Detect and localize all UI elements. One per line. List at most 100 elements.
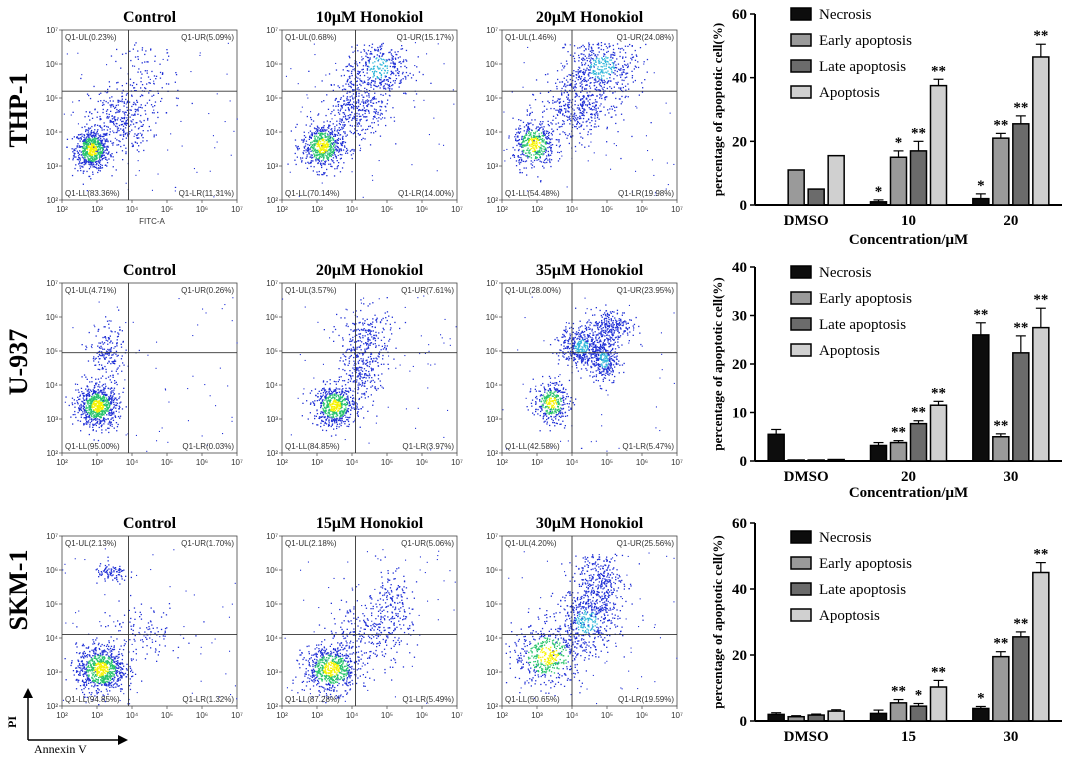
flow-dot bbox=[373, 97, 375, 100]
flow-dot bbox=[72, 159, 74, 161]
flow-dot bbox=[135, 141, 137, 144]
flow-dot bbox=[550, 159, 553, 161]
flow-dot bbox=[108, 406, 111, 408]
flow-dot bbox=[318, 159, 320, 161]
flow-dot bbox=[82, 166, 84, 168]
flow-dot bbox=[366, 88, 368, 91]
flow-dot bbox=[89, 149, 92, 151]
flow-dot bbox=[92, 423, 94, 425]
flow-dot bbox=[85, 129, 87, 131]
flow-dot bbox=[602, 62, 604, 65]
flow-dot bbox=[90, 134, 92, 136]
flow-dot bbox=[589, 65, 592, 67]
flow-dot bbox=[547, 132, 550, 135]
flow-dot bbox=[93, 418, 95, 420]
flow-dot bbox=[139, 95, 142, 98]
flow-dot bbox=[327, 127, 329, 129]
flow-dot bbox=[99, 145, 101, 148]
flow-dot bbox=[123, 132, 125, 134]
flow-dot bbox=[589, 108, 591, 110]
flow-dot bbox=[314, 54, 316, 56]
flow-dot bbox=[89, 138, 91, 141]
flow-dot bbox=[147, 117, 149, 120]
flow-dot bbox=[101, 341, 103, 343]
flow-dot bbox=[611, 72, 613, 74]
flow-dot bbox=[101, 432, 103, 434]
flow-dot bbox=[398, 86, 400, 88]
flow-dot bbox=[222, 433, 224, 435]
flow-dot bbox=[567, 107, 570, 109]
flow-dot bbox=[574, 84, 576, 86]
flow-dot bbox=[583, 78, 585, 81]
flow-dot bbox=[386, 83, 388, 85]
flow-dot bbox=[96, 111, 99, 113]
flow-dot bbox=[92, 426, 94, 428]
flow-dot bbox=[605, 67, 607, 70]
flow-dot bbox=[545, 141, 547, 143]
flow-dot bbox=[548, 141, 551, 143]
flow-dot bbox=[566, 115, 568, 118]
flow-dot bbox=[96, 409, 98, 411]
flow-dot bbox=[95, 155, 97, 158]
flow-dot bbox=[361, 69, 363, 71]
flow-dot bbox=[89, 148, 91, 150]
flow-dot bbox=[134, 113, 136, 115]
flow-dot bbox=[100, 163, 102, 166]
flow-dot bbox=[77, 396, 79, 398]
flow-dot bbox=[135, 434, 137, 436]
flow-dot bbox=[90, 152, 92, 154]
flow-dot bbox=[322, 129, 324, 131]
flow-dot bbox=[579, 103, 582, 105]
flow-dot bbox=[326, 175, 328, 177]
flow-dot bbox=[123, 364, 125, 366]
flow-dot bbox=[117, 335, 119, 337]
flow-dot bbox=[366, 116, 368, 118]
flow-dot bbox=[91, 140, 93, 142]
flow-dot bbox=[606, 77, 608, 80]
flow-dot bbox=[327, 146, 329, 148]
flow-dot bbox=[108, 443, 110, 445]
flow-dot bbox=[103, 122, 105, 124]
flow-dot bbox=[613, 86, 615, 88]
flow-dot bbox=[443, 63, 445, 65]
flow-dot bbox=[528, 114, 531, 116]
flow-dot bbox=[125, 147, 127, 149]
flow-dot bbox=[99, 354, 101, 357]
flow-dot bbox=[98, 139, 100, 141]
flow-dot bbox=[140, 142, 142, 144]
flow-dot bbox=[329, 155, 331, 157]
flow-dot bbox=[337, 109, 339, 111]
flow-dot bbox=[332, 152, 335, 154]
flow-dot bbox=[92, 143, 94, 145]
flow-dot bbox=[547, 136, 550, 139]
flow-dot bbox=[335, 157, 338, 159]
flow-dot bbox=[91, 155, 94, 157]
flow-dot bbox=[290, 130, 292, 132]
flow-dot bbox=[564, 43, 566, 45]
flow-dot bbox=[95, 397, 98, 399]
flow-x-tick-label: 10⁷ bbox=[451, 205, 463, 214]
flow-dot bbox=[77, 134, 80, 136]
flow-dot bbox=[325, 74, 327, 76]
flow-dot bbox=[80, 387, 83, 389]
flow-dot bbox=[373, 111, 375, 113]
flow-dot bbox=[580, 124, 583, 126]
flow-dot bbox=[537, 126, 539, 128]
flow-dot bbox=[125, 103, 127, 105]
flow-dot bbox=[347, 118, 349, 120]
flow-dot bbox=[536, 138, 538, 140]
flow-dot bbox=[366, 99, 369, 101]
flow-dot bbox=[82, 405, 84, 407]
flow-dot bbox=[541, 153, 543, 155]
flow-dot bbox=[588, 118, 590, 121]
flow-dot bbox=[90, 408, 93, 411]
flow-dot bbox=[565, 111, 567, 113]
flow-dot bbox=[313, 147, 315, 149]
flow-dot bbox=[97, 141, 100, 143]
flow-dot bbox=[105, 337, 107, 339]
flow-dot bbox=[333, 144, 335, 146]
flow-dot bbox=[321, 139, 323, 141]
flow-dot bbox=[373, 88, 375, 90]
flow-dot bbox=[111, 425, 113, 427]
flow-dot bbox=[361, 80, 363, 83]
